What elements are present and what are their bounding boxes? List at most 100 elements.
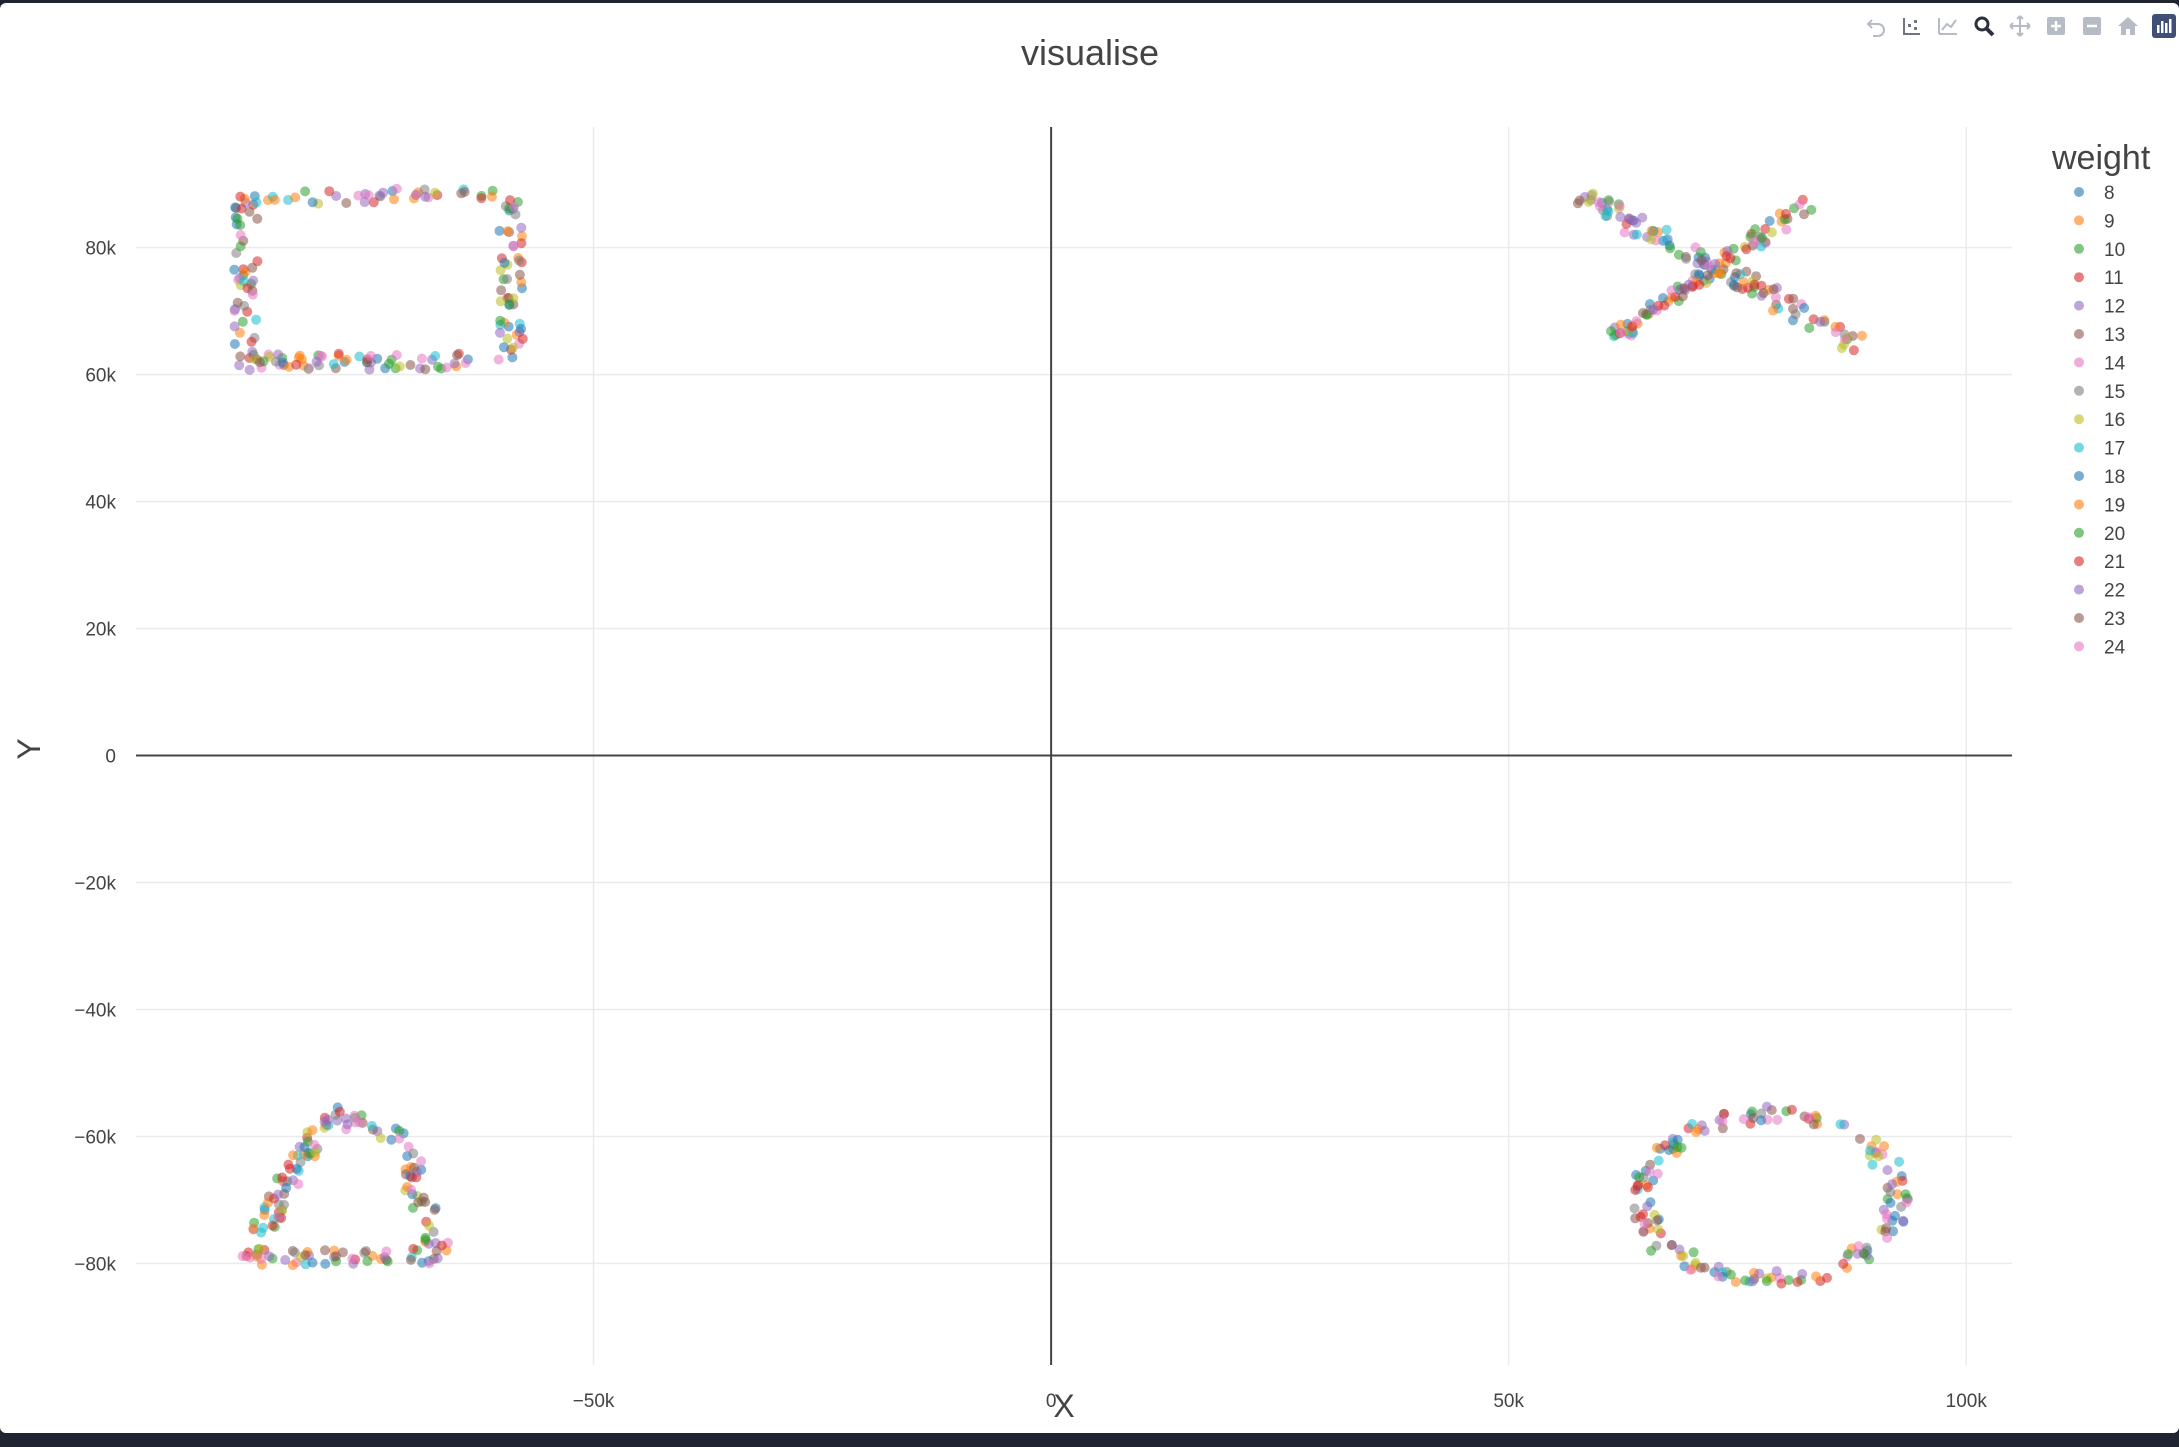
data-point[interactable] xyxy=(1693,269,1704,280)
legend-item[interactable]: 21 xyxy=(2074,552,2125,573)
data-point[interactable] xyxy=(378,187,389,198)
data-point[interactable] xyxy=(1811,1271,1821,1282)
data-point[interactable] xyxy=(418,1192,429,1203)
data-point[interactable] xyxy=(516,238,527,249)
data-point[interactable] xyxy=(1638,1209,1648,1220)
data-point[interactable] xyxy=(1840,334,1851,345)
data-point[interactable] xyxy=(1772,1114,1783,1125)
data-point[interactable] xyxy=(1761,1276,1772,1287)
data-point[interactable] xyxy=(1588,188,1598,199)
scatter-chart[interactable]: −50k 0 50k 100k −80k −60k −40k −20k 0 20k 40k 60k 8… xyxy=(0,3,2179,1433)
pan-icon[interactable] xyxy=(2005,11,2035,41)
data-point[interactable] xyxy=(405,1254,416,1265)
data-point[interactable] xyxy=(1691,1127,1702,1138)
data-point[interactable] xyxy=(452,350,463,361)
data-point[interactable] xyxy=(386,1134,397,1145)
data-point[interactable] xyxy=(1768,284,1779,295)
data-point[interactable] xyxy=(496,285,507,296)
data-point[interactable] xyxy=(247,262,258,273)
data-point[interactable] xyxy=(431,1246,442,1256)
data-point[interactable] xyxy=(277,1172,288,1183)
data-point[interactable] xyxy=(1766,227,1777,238)
data-point[interactable] xyxy=(420,1232,431,1243)
data-point[interactable] xyxy=(1629,1203,1640,1214)
data-point[interactable] xyxy=(1750,224,1761,235)
data-point[interactable] xyxy=(1721,251,1732,262)
legend-item[interactable]: 16 xyxy=(2074,410,2125,431)
data-point[interactable] xyxy=(244,364,255,375)
data-point[interactable] xyxy=(1799,303,1810,313)
data-point[interactable] xyxy=(248,275,259,286)
legend-item[interactable]: 17 xyxy=(2074,439,2125,460)
data-point[interactable] xyxy=(273,1212,284,1223)
data-point[interactable] xyxy=(495,327,505,338)
data-point[interactable] xyxy=(1885,1187,1896,1197)
data-point[interactable] xyxy=(311,356,322,367)
data-point[interactable] xyxy=(254,1243,265,1254)
legend-item[interactable]: 8 xyxy=(2074,183,2115,204)
data-point[interactable] xyxy=(514,255,525,266)
data-point[interactable] xyxy=(1901,1197,1912,1208)
data-point[interactable] xyxy=(320,1245,330,1256)
data-point[interactable] xyxy=(293,1179,304,1190)
data-point[interactable] xyxy=(1583,196,1594,207)
data-point[interactable] xyxy=(1897,1215,1908,1226)
legend-item[interactable]: 15 xyxy=(2074,382,2125,403)
data-point[interactable] xyxy=(1642,1201,1653,1212)
legend-item[interactable]: 23 xyxy=(2074,609,2125,630)
data-point[interactable] xyxy=(499,257,510,268)
data-point[interactable] xyxy=(1882,1232,1893,1243)
data-point[interactable] xyxy=(232,297,243,308)
data-point[interactable] xyxy=(273,1189,283,1200)
data-point[interactable] xyxy=(300,1250,311,1261)
data-point[interactable] xyxy=(1804,323,1815,333)
data-point[interactable] xyxy=(1661,224,1672,235)
data-point[interactable] xyxy=(269,194,280,205)
data-point[interactable] xyxy=(409,1162,419,1173)
legend-item[interactable]: 14 xyxy=(2074,353,2126,374)
data-point[interactable] xyxy=(1717,1116,1728,1127)
data-point[interactable] xyxy=(1615,319,1626,330)
data-point[interactable] xyxy=(235,351,246,362)
data-point[interactable] xyxy=(1725,1269,1736,1280)
data-point[interactable] xyxy=(411,189,421,200)
legend-item[interactable]: 24 xyxy=(2074,637,2126,658)
data-point[interactable] xyxy=(258,1222,269,1233)
data-point[interactable] xyxy=(1865,1145,1876,1156)
data-point[interactable] xyxy=(424,1220,434,1231)
legend-item[interactable]: 9 xyxy=(2074,211,2115,232)
data-point[interactable] xyxy=(394,361,405,372)
data-point[interactable] xyxy=(291,359,302,370)
data-point[interactable] xyxy=(1595,201,1605,212)
data-point[interactable] xyxy=(507,342,518,353)
data-point[interactable] xyxy=(1696,255,1707,266)
data-point[interactable] xyxy=(1685,1264,1696,1275)
data-point[interactable] xyxy=(1855,1133,1865,1144)
data-point[interactable] xyxy=(341,198,352,208)
data-point[interactable] xyxy=(1836,343,1847,354)
data-point[interactable] xyxy=(1781,224,1792,235)
data-point[interactable] xyxy=(1885,1197,1896,1208)
data-point[interactable] xyxy=(517,333,528,344)
data-point[interactable] xyxy=(1619,227,1630,238)
data-point[interactable] xyxy=(1835,1119,1846,1130)
data-point[interactable] xyxy=(416,1156,427,1167)
data-point[interactable] xyxy=(1843,1249,1854,1260)
data-point[interactable] xyxy=(1749,279,1760,290)
data-point[interactable] xyxy=(1603,195,1614,206)
data-point[interactable] xyxy=(1748,236,1759,247)
data-point[interactable] xyxy=(290,192,301,203)
data-point[interactable] xyxy=(504,299,515,310)
data-point[interactable] xyxy=(1867,1159,1878,1170)
data-point[interactable] xyxy=(1792,1277,1803,1287)
data-point[interactable] xyxy=(1799,209,1809,220)
data-point[interactable] xyxy=(1688,1247,1699,1258)
data-point[interactable] xyxy=(1677,291,1688,302)
data-point[interactable] xyxy=(1808,1119,1819,1130)
legend-item[interactable]: 18 xyxy=(2074,467,2125,488)
data-point[interactable] xyxy=(1857,330,1867,341)
data-point[interactable] xyxy=(516,323,526,334)
zoom-in-icon[interactable] xyxy=(2041,11,2071,41)
data-point[interactable] xyxy=(1574,195,1585,206)
data-point[interactable] xyxy=(1634,1172,1645,1183)
